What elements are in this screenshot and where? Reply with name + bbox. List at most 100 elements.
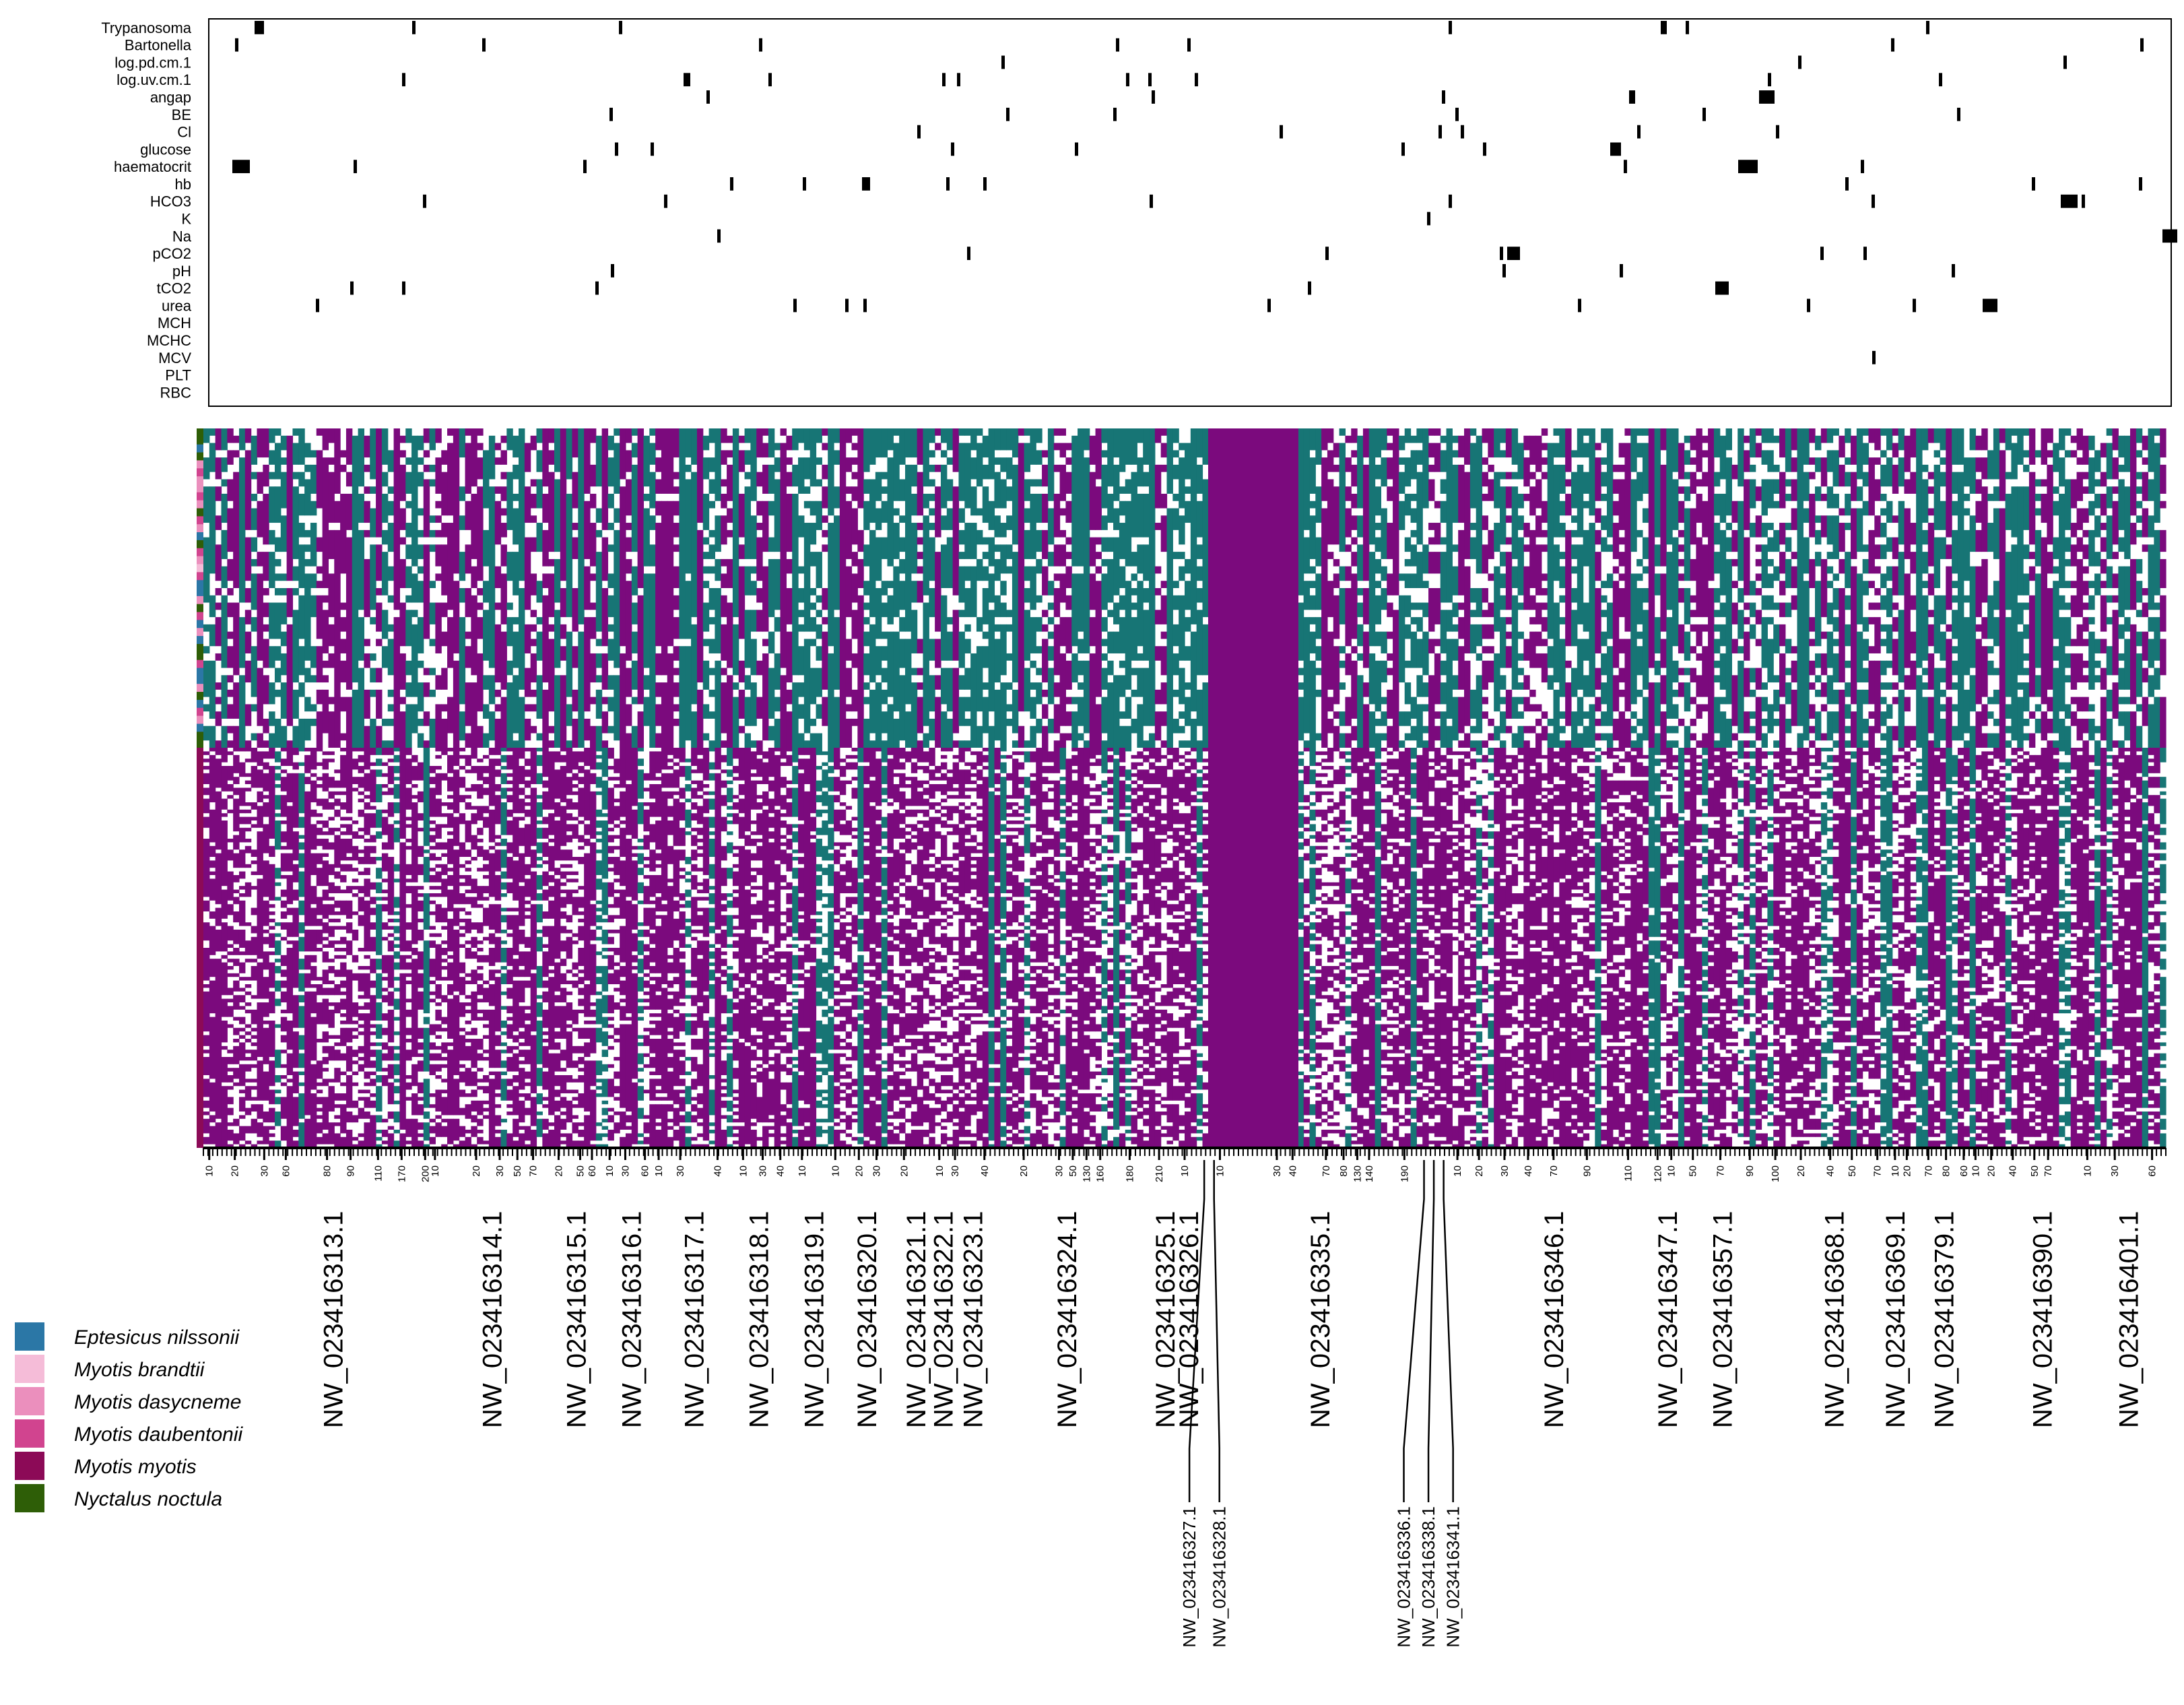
genotype-cell: [904, 980, 912, 988]
genotype-cell: [899, 675, 906, 741]
genotype-cell: [411, 754, 418, 763]
genotype-cell: [845, 457, 853, 472]
genotype-cell: [477, 653, 484, 712]
genotype-cell: [471, 813, 477, 825]
genotype-cell: [405, 595, 412, 603]
genotype-cell: [994, 886, 1001, 926]
genotype-cell: [685, 889, 692, 897]
genotype-cell: [453, 1079, 460, 1116]
genotype-cell: [822, 809, 828, 814]
genotype-cell: [702, 602, 710, 632]
genotype-cell: [1042, 639, 1049, 683]
genotype-cell: [578, 1045, 585, 1054]
genotype-cell: [750, 740, 757, 748]
genotype-cell: [780, 762, 787, 766]
genotype-cell: [298, 842, 305, 850]
trait-hit-cell: [1449, 21, 1452, 34]
genotype-cell: [1036, 718, 1043, 734]
genotype-cell: [316, 977, 323, 981]
genotype-cell: [887, 1130, 894, 1145]
genotype-cell: [358, 668, 365, 748]
genotype-cell: [655, 428, 662, 451]
genotype-cell: [691, 1021, 698, 1035]
genotype-cell: [923, 966, 929, 981]
genotype-cell: [845, 911, 853, 915]
genotype-cell: [940, 926, 948, 930]
genotype-cell: [768, 631, 775, 653]
genotype-cell: [798, 1050, 805, 1072]
genotype-cell: [233, 875, 240, 882]
genotype-cell: [620, 860, 626, 887]
genotype-cell: [263, 795, 269, 799]
genotype-cell: [750, 995, 757, 1002]
genotype-cell: [893, 998, 900, 1010]
genotype-cell: [399, 955, 406, 970]
genotype-cell: [494, 835, 502, 839]
genotype-cell: [1042, 464, 1049, 487]
genotype-cell: [756, 428, 763, 458]
genotype-cell: [494, 1035, 502, 1046]
genotype-cell: [816, 1126, 822, 1137]
genotype-cell: [1006, 566, 1013, 574]
genotype-cell: [1119, 501, 1126, 516]
genotype-cell: [661, 791, 668, 901]
genotype-cell: [946, 508, 954, 530]
genotype-cell: [483, 1024, 490, 1028]
genotype-cell: [970, 523, 977, 559]
genotype-cell: [244, 984, 252, 988]
genotype-cell: [929, 871, 935, 879]
genotype-cell: [251, 493, 258, 501]
genotype-cell: [643, 991, 650, 996]
genotype-cell: [649, 900, 656, 905]
genotype-cell: [940, 798, 948, 802]
genotype-cell: [483, 936, 490, 941]
genotype-cell: [280, 588, 288, 596]
genotype-cell: [798, 984, 805, 988]
genotype-cell: [940, 754, 948, 759]
genotype-cell: [935, 900, 941, 911]
genotype-cell: [393, 1053, 400, 1061]
genotype-cell: [393, 617, 400, 748]
genotype-cell: [411, 802, 418, 882]
genotype-cell: [643, 1115, 650, 1119]
genotype-cell: [328, 1086, 335, 1112]
genotype-cell: [393, 428, 400, 610]
genotype-cell: [274, 933, 282, 937]
genotype-cell: [1030, 940, 1036, 952]
genotype-cell: [940, 907, 948, 915]
genotype-cell: [459, 748, 466, 752]
genotype-cell: [1030, 984, 1036, 999]
genotype-cell: [536, 450, 543, 472]
genotype-cell: [328, 827, 335, 835]
genotype-cell: [358, 948, 365, 952]
genotype-cell: [1131, 472, 1137, 538]
genotype-cell: [649, 472, 656, 509]
genotype-cell: [970, 1039, 977, 1043]
genotype-cell: [292, 889, 299, 901]
genotype-cell: [238, 827, 246, 843]
genotype-cell: [786, 457, 793, 465]
genotype-cell: [792, 1057, 799, 1061]
genotype-cell: [280, 955, 288, 966]
genotype-cell: [1154, 951, 1162, 955]
genotype-cell: [257, 552, 263, 567]
genotype-cell: [500, 508, 507, 516]
genotype-cell: [381, 472, 389, 487]
genotype-cell: [887, 995, 894, 1006]
genotype-cell: [387, 802, 395, 817]
genotype-cell: [376, 1086, 383, 1112]
genotype-cell: [708, 816, 716, 828]
genotype-cell: [1089, 573, 1096, 610]
genotype-cell: [976, 813, 983, 817]
genotype-cell: [1047, 969, 1055, 973]
genotype-cell: [935, 639, 941, 668]
genotype-cell: [1095, 984, 1102, 988]
genotype-cell: [233, 435, 240, 443]
genotype-cell: [358, 849, 365, 854]
genotype-cell: [809, 948, 817, 963]
genotype-cell: [1107, 537, 1114, 552]
genotype-cell: [417, 1082, 424, 1093]
genotype-cell: [738, 493, 746, 538]
genotype-cell: [393, 1045, 400, 1050]
genotype-cell: [940, 984, 948, 1006]
